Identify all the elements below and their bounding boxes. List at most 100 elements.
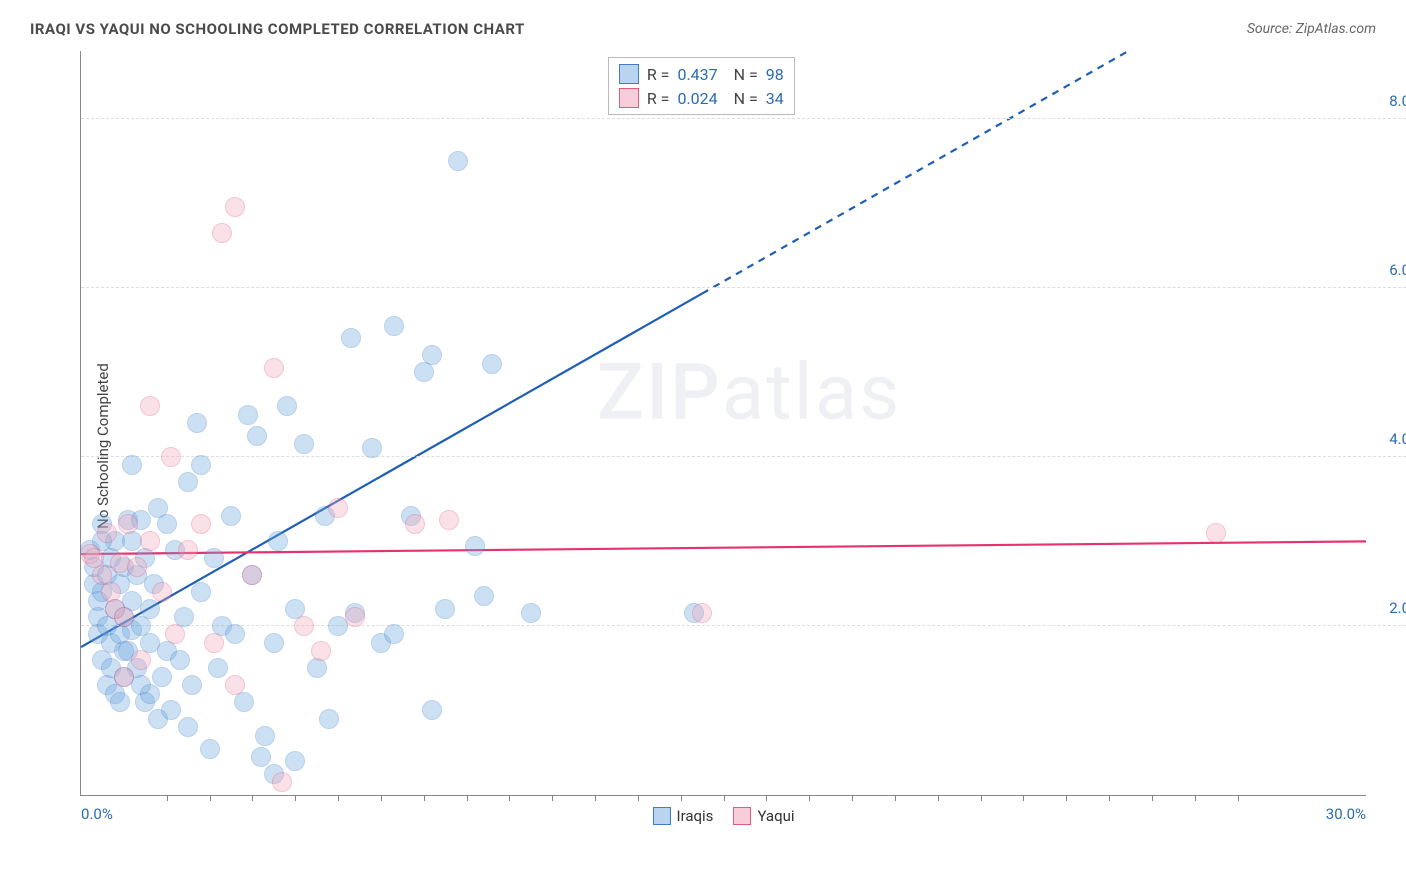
legend-n-value-yaqui: 34 xyxy=(766,89,784,108)
scatter-point xyxy=(474,586,494,606)
scatter-point xyxy=(362,438,382,458)
legend-label-iraqis: Iraqis xyxy=(676,807,713,825)
scatter-point xyxy=(384,316,404,336)
scatter-point xyxy=(242,565,262,585)
y-tick-label: 4.0% xyxy=(1389,430,1406,448)
scatter-point xyxy=(448,151,468,171)
scatter-point xyxy=(238,405,258,425)
x-tick xyxy=(766,795,767,801)
legend-n-value-iraqis: 98 xyxy=(766,65,784,84)
scatter-point xyxy=(285,751,305,771)
x-tick xyxy=(338,795,339,801)
scatter-point xyxy=(277,396,297,416)
scatter-point xyxy=(178,717,198,737)
scatter-point xyxy=(264,358,284,378)
x-tick xyxy=(1023,795,1024,801)
legend-row-yaqui: R = 0.024 N = 34 xyxy=(619,86,784,110)
scatter-point xyxy=(200,739,220,759)
scatter-point xyxy=(178,472,198,492)
scatter-point xyxy=(127,557,147,577)
legend-r-value-yaqui: 0.024 xyxy=(677,89,717,108)
scatter-point xyxy=(97,523,117,543)
scatter-point xyxy=(225,624,245,644)
scatter-point xyxy=(110,692,130,712)
scatter-point xyxy=(122,455,142,475)
x-tick-label: 0.0% xyxy=(81,805,113,823)
x-tick xyxy=(981,795,982,801)
scatter-point xyxy=(307,658,327,678)
swatch-yaqui-sm xyxy=(733,807,751,825)
scatter-point xyxy=(182,675,202,695)
scatter-point xyxy=(435,599,455,619)
x-tick xyxy=(852,795,853,801)
x-tick xyxy=(638,795,639,801)
scatter-point xyxy=(178,540,198,560)
scatter-point xyxy=(208,658,228,678)
plot-wrap: No Schooling Completed ZIPatlas R = 0.43… xyxy=(30,46,1376,846)
x-tick xyxy=(252,795,253,801)
legend-n-label: N = xyxy=(726,65,758,84)
legend-row-iraqis: R = 0.437 N = 98 xyxy=(619,62,784,86)
scatter-point xyxy=(204,633,224,653)
scatter-point xyxy=(422,345,442,365)
plot-area: ZIPatlas R = 0.437 N = 98 R = 0.024 N = … xyxy=(80,51,1366,796)
scatter-point xyxy=(161,447,181,467)
scatter-point xyxy=(152,667,172,687)
x-tick xyxy=(424,795,425,801)
scatter-point xyxy=(161,700,181,720)
x-tick-label: 30.0% xyxy=(1326,805,1366,823)
series-legend: Iraqis Yaqui xyxy=(652,807,794,825)
x-tick xyxy=(595,795,596,801)
scatter-point xyxy=(521,603,541,623)
legend-r-label: R = xyxy=(647,89,670,108)
scatter-point xyxy=(191,455,211,475)
scatter-point xyxy=(251,747,271,767)
scatter-point xyxy=(191,514,211,534)
x-tick xyxy=(210,795,211,801)
scatter-point xyxy=(482,354,502,374)
scatter-point xyxy=(264,633,284,653)
scatter-point xyxy=(191,582,211,602)
scatter-point xyxy=(692,603,712,623)
x-tick xyxy=(509,795,510,801)
source-label: Source: ZipAtlas.com xyxy=(1247,21,1376,37)
scatter-point xyxy=(118,514,138,534)
y-tick-label: 2.0% xyxy=(1389,599,1406,617)
gridline xyxy=(81,118,1406,119)
scatter-point xyxy=(247,426,267,446)
legend-r-label: R = xyxy=(647,65,670,84)
x-tick xyxy=(295,795,296,801)
scatter-point xyxy=(319,709,339,729)
gridline xyxy=(81,625,1406,626)
scatter-point xyxy=(341,328,361,348)
scatter-point xyxy=(212,223,232,243)
trend-lines-svg xyxy=(81,51,1366,795)
scatter-point xyxy=(465,536,485,556)
chart-container: IRAQI VS YAQUI NO SCHOOLING COMPLETED CO… xyxy=(0,0,1406,892)
trend-line-solid xyxy=(81,294,702,647)
scatter-point xyxy=(405,514,425,534)
x-tick xyxy=(1238,795,1239,801)
correlation-legend: R = 0.437 N = 98 R = 0.024 N = 34 xyxy=(608,57,795,115)
x-tick xyxy=(381,795,382,801)
y-tick-label: 6.0% xyxy=(1389,261,1406,279)
x-tick xyxy=(1066,795,1067,801)
x-tick xyxy=(724,795,725,801)
scatter-point xyxy=(268,531,288,551)
scatter-point xyxy=(225,675,245,695)
watermark-bold: ZIP xyxy=(597,348,722,439)
scatter-point xyxy=(140,599,160,619)
x-tick xyxy=(1109,795,1110,801)
x-tick xyxy=(938,795,939,801)
scatter-point xyxy=(272,772,292,792)
x-tick xyxy=(895,795,896,801)
scatter-point xyxy=(311,641,331,661)
scatter-point xyxy=(157,514,177,534)
legend-r-value-iraqis: 0.437 xyxy=(677,65,717,84)
legend-label-yaqui: Yaqui xyxy=(757,807,794,825)
legend-n-label: N = xyxy=(726,89,758,108)
y-tick-label: 8.0% xyxy=(1389,92,1406,110)
scatter-point xyxy=(255,726,275,746)
x-tick xyxy=(167,795,168,801)
scatter-point xyxy=(152,582,172,602)
